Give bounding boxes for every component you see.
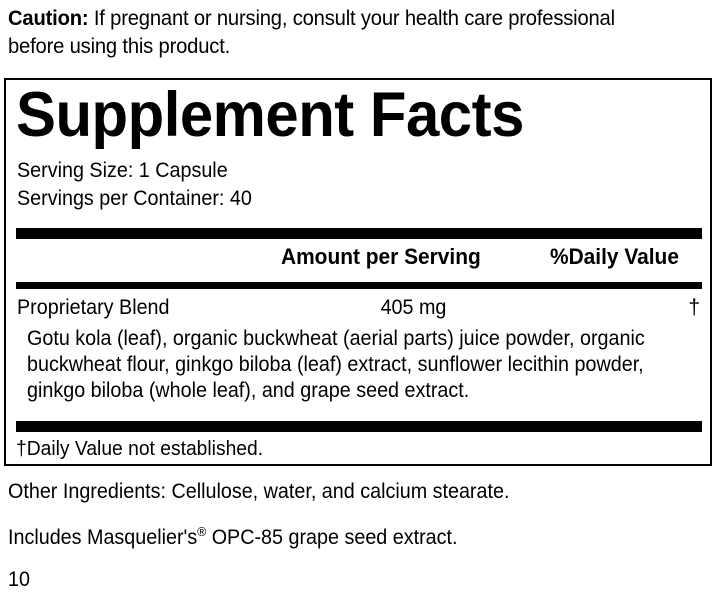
caution-text: If pregnant or nursing, consult your hea… [8, 6, 615, 58]
panel-title: Supplement Facts [16, 80, 524, 150]
caution-label: Caution: [8, 6, 89, 30]
daily-value-footnote: †Daily Value not established. [16, 437, 264, 460]
column-header-daily-value: %Daily Value [550, 244, 679, 269]
includes-suffix: OPC-85 grape seed extract. [206, 526, 458, 549]
includes-prefix: Includes Masquelier's [8, 526, 198, 549]
serving-information: Serving Size: 1 Capsule Servings per Con… [17, 157, 252, 213]
supplement-facts-panel: Supplement Facts Serving Size: 1 Capsule… [4, 78, 712, 466]
registered-trademark-icon: ® [197, 524, 207, 539]
servings-per-container: Servings per Container: 40 [17, 187, 252, 210]
includes-statement: Includes Masquelier's® OPC-85 grape seed… [8, 524, 457, 552]
row-label-proprietary-blend: Proprietary Blend [17, 296, 170, 319]
caution-statement: Caution: If pregnant or nursing, consult… [8, 4, 657, 60]
other-ingredients: Other Ingredients: Cellulose, water, and… [8, 480, 510, 503]
table-row: Proprietary Blend 405 mg † [6, 294, 710, 324]
rule-above-footnote [16, 421, 702, 432]
serving-size: Serving Size: 1 Capsule [17, 159, 228, 182]
column-header-amount-per-serving: Amount per Serving [281, 244, 481, 269]
rule-below-headers [16, 282, 702, 289]
row-amount-proprietary-blend: 405 mg [380, 296, 447, 319]
row-daily-value-proprietary-blend: † [688, 296, 700, 319]
blend-ingredient-list: Gotu kola (leaf), organic buckwheat (aer… [27, 327, 645, 402]
page-number: 10 [8, 568, 30, 591]
rule-above-headers [16, 228, 702, 239]
